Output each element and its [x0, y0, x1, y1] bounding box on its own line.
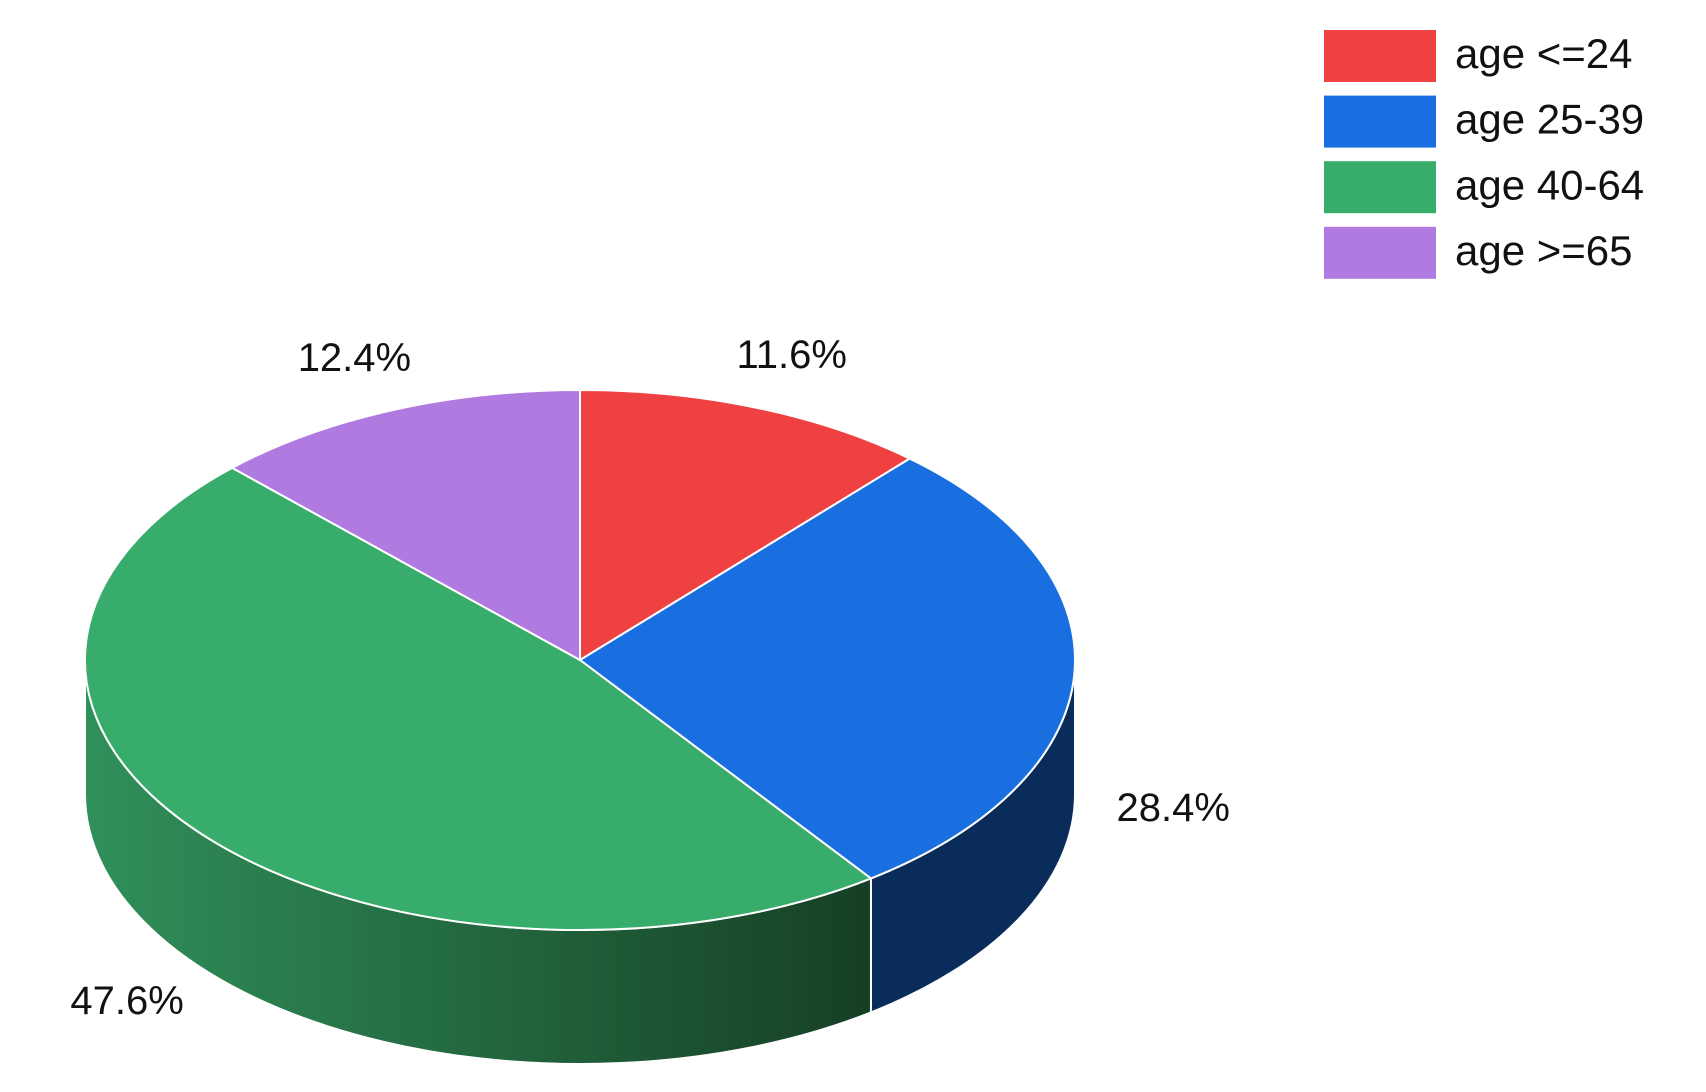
slice	[84, 466, 873, 931]
legend-swatch	[1324, 226, 1436, 279]
legend-label: age 40-64	[1455, 161, 1644, 208]
data-label: 28.4%	[1117, 786, 1230, 830]
legend-swatch	[1324, 30, 1436, 82]
slice	[579, 388, 912, 662]
data-label: 12.4%	[298, 336, 411, 380]
data-label: 11.6%	[736, 333, 846, 377]
legend-label: age 25-39	[1455, 96, 1644, 143]
slice	[230, 388, 581, 662]
legend-label: age <=24	[1455, 30, 1633, 77]
slice	[578, 457, 1076, 880]
legend-label: age >=65	[1455, 227, 1633, 274]
legend-swatch	[1324, 95, 1436, 148]
data-label: 47.6%	[70, 979, 183, 1023]
legend-swatch	[1324, 161, 1436, 214]
